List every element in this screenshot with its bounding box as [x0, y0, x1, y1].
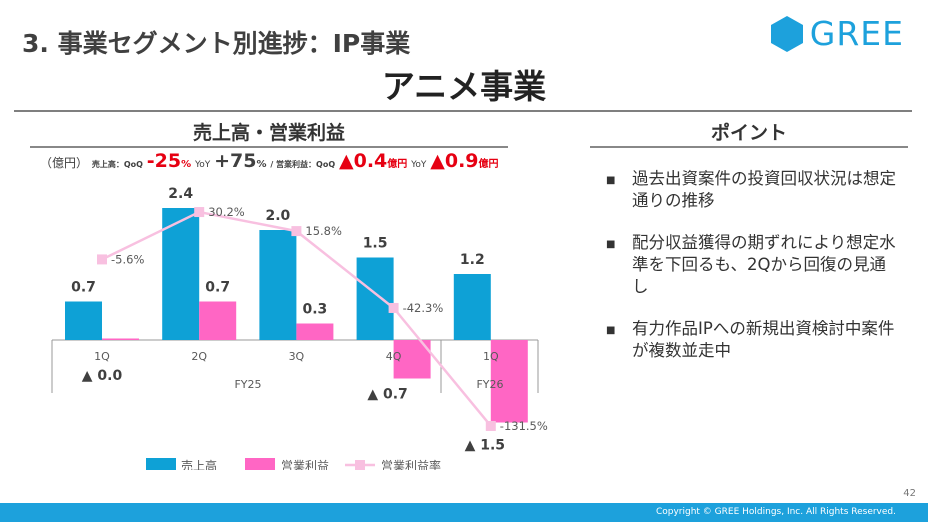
op-label: ▲ 0.0 [82, 368, 123, 384]
sales-label: 2.4 [168, 186, 193, 202]
op-bar [199, 301, 237, 340]
point-text: 過去出資案件の投資回収状況は想定通りの推移 [632, 169, 896, 210]
sales-label: 0.7 [71, 280, 96, 296]
group-label: FY26 [476, 378, 503, 391]
sales-label: 1.2 [460, 252, 485, 268]
bullet-icon: ■ [606, 325, 616, 336]
sales-qoq-label: 売上高：QoQ [91, 160, 143, 169]
op-qoq-value: ▲0.4 [338, 150, 388, 172]
x-tick-label: 1Q [483, 350, 499, 363]
bullet-icon: ■ [606, 239, 616, 250]
legend-swatch-sales [146, 458, 176, 470]
margin-point [291, 226, 302, 237]
margin-point [97, 254, 107, 265]
header-divider [14, 110, 912, 112]
sales-bar [453, 274, 491, 340]
margin-point [485, 420, 496, 431]
margin-point [194, 207, 205, 218]
op-label: 0.3 [302, 302, 327, 318]
sales-label: 1.5 [363, 236, 388, 252]
yoy-label: YoY [194, 160, 211, 170]
op-qoq-label: / 営業利益：QoQ [270, 160, 336, 169]
bullet-icon: ■ [606, 175, 616, 186]
pct-unit: % [256, 159, 267, 170]
yoy-label: YoY [411, 160, 427, 170]
sales-label: 2.0 [265, 208, 290, 224]
sales-yoy-value: +75 [214, 150, 257, 172]
margin-label: 30.2% [208, 205, 245, 219]
legend-op: 営業利益 [281, 459, 329, 470]
units-label: （億円） [40, 156, 89, 170]
x-tick-label: 4Q [386, 350, 402, 363]
point-item: ■ 有力作品IPへの新規出資検討中案件が複数並走中 [606, 318, 896, 362]
margin-point [388, 302, 399, 313]
logo-text: GREE [809, 14, 904, 53]
sales-op-chart: 0.7 ▲ 0.0 1Q 2.4 0.7 2Q 2.0 0.3 3Q 1.5 ▲ 0.7 4Q 1.2 ▲… [51, 186, 548, 470]
oku-unit: 億円 [387, 159, 408, 170]
x-tick-label: 2Q [191, 350, 207, 363]
margin-label: -5.6% [111, 252, 144, 266]
sales-bar [162, 208, 200, 340]
margin-label: 15.8% [305, 224, 342, 238]
op-label: ▲ 0.7 [367, 387, 407, 403]
point-text: 有力作品IPへの新規出資検討中案件が複数並走中 [632, 319, 895, 360]
chart-summary: （億円） 売上高：QoQ -25% YoY +75% / 営業利益：QoQ ▲0… [40, 150, 499, 172]
sales-bar [356, 257, 394, 340]
op-bar [296, 323, 334, 340]
page-subtitle: アニメ事業 [381, 67, 547, 106]
point-text: 配分収益獲得の期ずれにより想定水準を下回るも、2Qから回復の見通し [632, 233, 896, 296]
sales-qoq-value: -25 [146, 150, 182, 172]
margin-label: -131.5% [500, 419, 548, 433]
chart-heading: 売上高・営業利益 [30, 118, 508, 148]
x-tick-label: 1Q [94, 350, 110, 363]
footer-copyright: Copyright © GREE Holdings, Inc. All Righ… [0, 503, 928, 522]
sales-bar [259, 230, 297, 340]
oku-unit: 億円 [478, 159, 499, 170]
op-bar [102, 338, 139, 340]
legend-swatch-op [245, 458, 275, 470]
legend-sales: 売上高 [181, 458, 217, 470]
point-item: ■ 過去出資案件の投資回収状況は想定通りの推移 [606, 168, 896, 212]
group-label: FY25 [234, 378, 261, 391]
page-title: 3. 事業セグメント別進捗：IP事業 [22, 29, 411, 58]
gree-logo: GREE [770, 14, 904, 53]
legend-marker-margin [355, 460, 365, 470]
op-yoy-value: ▲0.9 [430, 150, 479, 172]
hexagon-logo-icon [770, 15, 803, 52]
point-item: ■ 配分収益獲得の期ずれにより想定水準を下回るも、2Qから回復の見通し [606, 232, 896, 298]
op-bar [490, 340, 528, 423]
sales-bar [65, 301, 102, 340]
page-number: 42 [903, 488, 916, 499]
points-heading: ポイント [590, 118, 908, 148]
op-label: ▲ 1.5 [465, 438, 505, 454]
pct-unit: % [181, 159, 192, 170]
op-label: 0.7 [205, 280, 230, 296]
margin-label: -42.3% [403, 301, 444, 315]
legend-margin: 営業利益率 [381, 458, 441, 470]
x-tick-label: 3Q [289, 350, 305, 363]
